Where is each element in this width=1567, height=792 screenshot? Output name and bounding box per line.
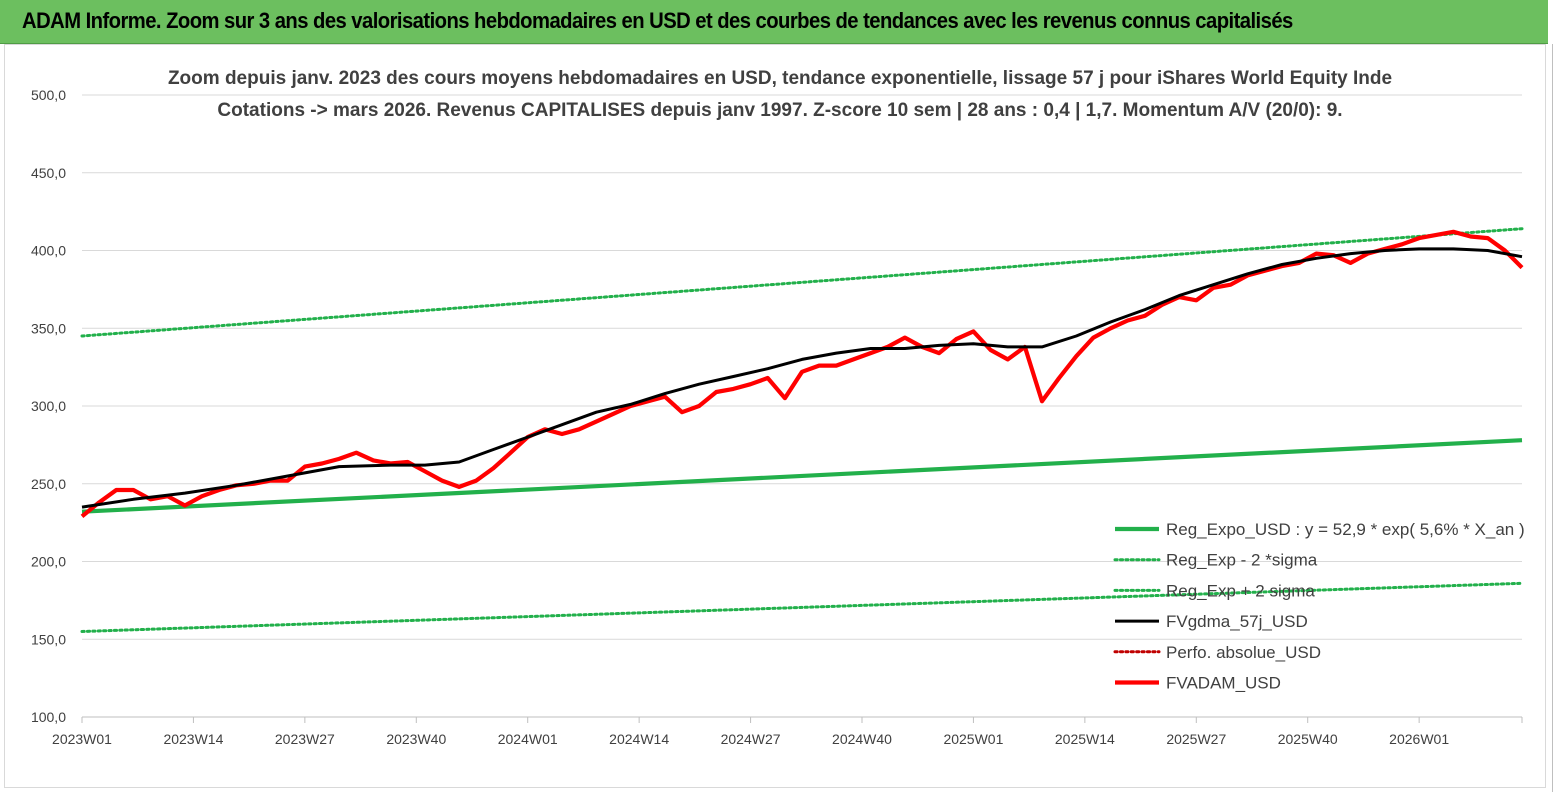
y-tick-label: 300,0 xyxy=(31,398,66,414)
x-tick-label: 2025W40 xyxy=(1278,731,1338,747)
x-tick-label: 2023W27 xyxy=(275,731,335,747)
x-tick-label: 2025W01 xyxy=(943,731,1003,747)
y-tick-label: 250,0 xyxy=(31,476,66,492)
y-tick-label: 150,0 xyxy=(31,631,66,647)
page-title: ADAM Informe. Zoom sur 3 ans des valoris… xyxy=(22,8,1293,33)
chart-subtitle: Cotations -> mars 2026. Revenus CAPITALI… xyxy=(217,100,1342,121)
x-tick-label: 2024W27 xyxy=(721,731,781,747)
x-tick-label: 2023W01 xyxy=(52,731,112,747)
series-line-5 xyxy=(80,229,1524,519)
legend: Reg_Expo_USD : y = 52,9 * exp( 5,6% * X_… xyxy=(1113,520,1525,693)
y-tick-label: 200,0 xyxy=(31,554,66,570)
series-layer xyxy=(80,227,1524,633)
legend-label: FVgdma_57j_USD xyxy=(1166,612,1308,631)
y-tick-label: 400,0 xyxy=(31,243,66,259)
y-tick-label: 350,0 xyxy=(31,320,66,336)
y-tick-label: 500,0 xyxy=(31,87,66,103)
x-tick-label: 2024W14 xyxy=(609,731,669,747)
x-tick-label: 2026W01 xyxy=(1389,731,1449,747)
x-tick-label: 2024W01 xyxy=(498,731,558,747)
axes: 100,0 150,0 200,0 250,0 300,0 350,0 400,0 450,0… xyxy=(31,87,1523,747)
legend-label: Reg_Exp + 2 sigma xyxy=(1166,581,1315,600)
x-tick-label: 2025W27 xyxy=(1166,731,1226,747)
x-tick-label: 2025W14 xyxy=(1055,731,1115,747)
series-line-1 xyxy=(80,227,1524,338)
series-line-0 xyxy=(81,438,1523,514)
x-tick-label: 2023W40 xyxy=(386,731,446,747)
legend-label: Reg_Expo_USD : y = 52,9 * exp( 5,6% * X_… xyxy=(1166,520,1525,539)
y-tick-label: 450,0 xyxy=(31,165,66,181)
x-tick-label: 2024W40 xyxy=(832,731,892,747)
x-tick-label: 2023W14 xyxy=(163,731,223,747)
series-line-3 xyxy=(81,247,1523,509)
window-edge xyxy=(1552,44,1553,792)
y-tick-label: 100,0 xyxy=(31,709,66,725)
chart-title: Zoom depuis janv. 2023 des cours moyens … xyxy=(168,68,1392,89)
series-line-2 xyxy=(80,581,1524,633)
header-bar: ADAM Informe. Zoom sur 3 ans des valoris… xyxy=(0,0,1548,44)
legend-label: Perfo. absolue_USD xyxy=(1166,643,1321,662)
legend-label: Reg_Exp - 2 *sigma xyxy=(1166,551,1318,570)
chart-frame xyxy=(4,44,1546,788)
legend-label: FVADAM_USD xyxy=(1166,674,1281,693)
